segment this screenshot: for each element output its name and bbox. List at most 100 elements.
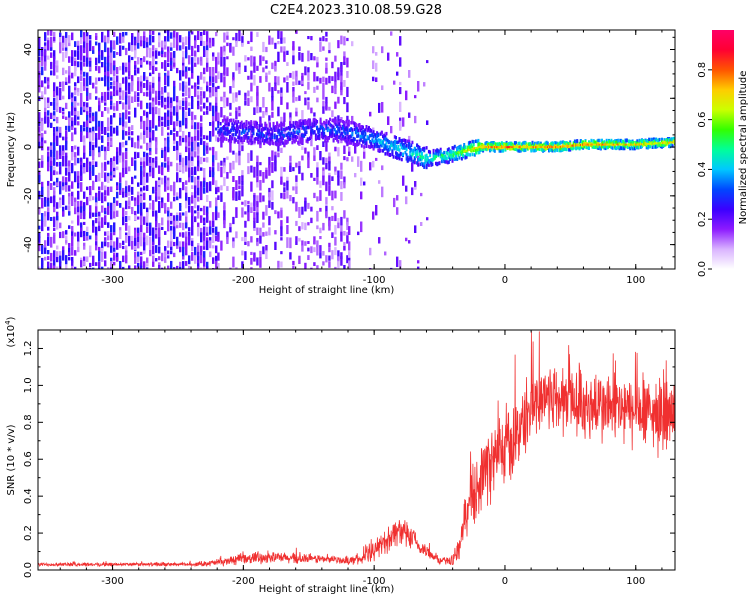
noise-cell — [116, 130, 119, 136]
noise-cell — [71, 146, 74, 157]
signal-cell — [533, 141, 536, 146]
noise-cell — [274, 241, 277, 250]
signal-peak-cell — [548, 146, 550, 149]
noise-cell — [65, 32, 68, 42]
noise-cell — [280, 166, 283, 177]
noise-cell — [295, 236, 298, 243]
signal-cell — [298, 123, 301, 128]
signal-cell — [459, 146, 462, 150]
noise-cell — [313, 262, 316, 266]
signal-cell — [353, 123, 356, 127]
noise-cell — [200, 215, 203, 223]
noise-cell — [161, 267, 164, 269]
signal-cell — [303, 121, 306, 126]
noise-cell — [244, 241, 247, 245]
noise-cell — [200, 156, 203, 165]
signal-cell — [638, 138, 641, 143]
noise-cell — [229, 112, 232, 116]
signal-peak-cell — [585, 143, 588, 146]
noise-cell — [274, 86, 277, 91]
signal-cell — [584, 140, 587, 144]
noise-cell — [53, 166, 56, 174]
noise-cell — [122, 152, 125, 163]
noise-cell — [173, 30, 176, 39]
signal-cell — [502, 149, 505, 153]
signal-cell — [313, 123, 316, 127]
signal-cell — [419, 157, 422, 162]
signal-cell — [423, 146, 426, 151]
signal-peak-cell — [459, 151, 462, 154]
signal-cell — [257, 136, 260, 140]
noise-cell — [328, 42, 331, 52]
signal-cell — [650, 137, 653, 142]
noise-cell — [226, 231, 229, 240]
signal-cell — [272, 141, 275, 146]
signal-cell — [294, 135, 297, 139]
noise-cell — [286, 75, 289, 81]
signal-cell — [311, 124, 314, 128]
noise-cell — [334, 212, 337, 222]
noise-cell — [280, 121, 283, 130]
noise-cell — [343, 51, 346, 60]
y-tick-label: 0.4 — [23, 488, 34, 504]
noise-cell — [47, 236, 50, 246]
signal-cell — [396, 152, 399, 156]
signal-peak-cell — [531, 146, 534, 149]
signal-cell — [583, 145, 586, 149]
signal-cell — [393, 143, 396, 147]
noise-cell — [212, 167, 215, 175]
signal-cell — [559, 146, 562, 151]
noise-cell — [283, 167, 286, 172]
noise-cell — [65, 155, 68, 167]
signal-cell — [605, 141, 608, 145]
noise-cell — [176, 105, 179, 113]
noise-cell — [372, 160, 375, 168]
noise-cell — [253, 56, 256, 66]
noise-cell — [143, 156, 146, 165]
signal-cell — [306, 137, 309, 141]
noise-cell — [197, 226, 200, 237]
noise-cell — [41, 95, 44, 100]
signal-peak-cell — [536, 146, 538, 149]
signal-cell — [503, 143, 506, 147]
noise-cell — [289, 165, 292, 172]
signal-cell — [598, 143, 601, 148]
signal-cell — [463, 148, 466, 152]
noise-cell — [337, 72, 340, 81]
noise-cell — [170, 103, 173, 109]
signal-cell — [537, 146, 540, 151]
noise-cell — [119, 190, 122, 195]
noise-cell — [399, 81, 402, 86]
signal-cell — [263, 140, 266, 145]
noise-cell — [170, 161, 173, 167]
noise-cell — [343, 56, 346, 65]
noise-cell — [143, 186, 146, 191]
signal-cell — [668, 138, 671, 142]
noise-cell — [89, 35, 92, 40]
noise-cell — [56, 131, 59, 138]
signal-cell — [411, 152, 414, 157]
noise-cell — [277, 30, 280, 39]
signal-cell — [509, 147, 512, 151]
signal-cell — [426, 156, 429, 160]
noise-cell — [417, 81, 420, 92]
noise-cell — [197, 155, 200, 164]
noise-cell — [217, 236, 220, 242]
noise-cell — [203, 91, 206, 99]
noise-cell — [337, 222, 340, 229]
noise-cell — [95, 121, 98, 127]
noise-cell — [137, 205, 140, 214]
signal-cell — [365, 138, 368, 143]
noise-cell — [179, 135, 182, 146]
noise-cell — [167, 140, 170, 151]
signal-cell — [249, 138, 251, 142]
noise-cell — [277, 267, 280, 269]
noise-cell — [212, 227, 215, 238]
noise-cell — [220, 107, 223, 118]
noise-cell — [289, 195, 292, 202]
signal-cell — [363, 136, 366, 140]
signal-cell — [508, 142, 510, 146]
signal-cell — [480, 144, 483, 148]
noise-cell — [113, 106, 116, 111]
signal-cell — [299, 122, 302, 126]
